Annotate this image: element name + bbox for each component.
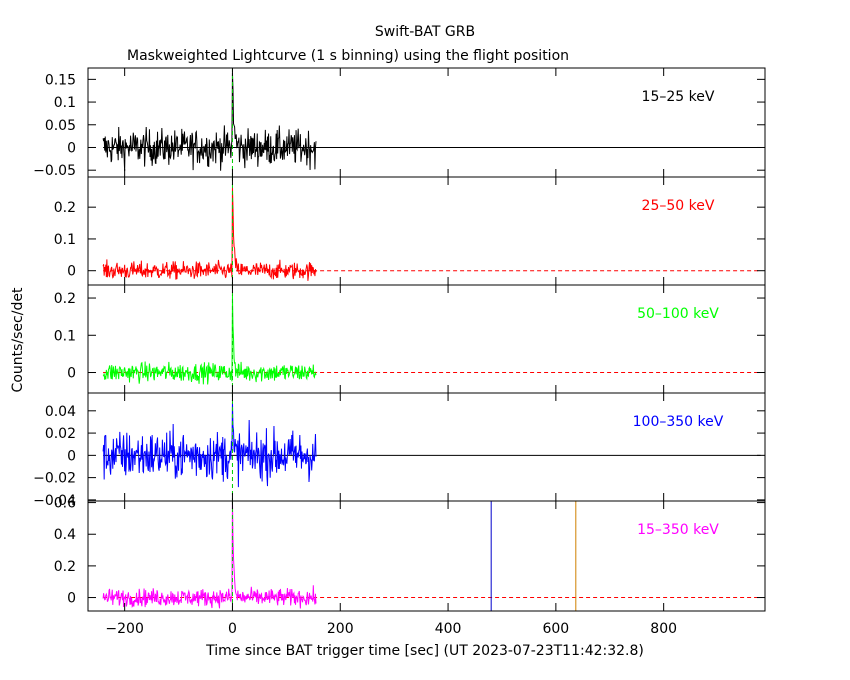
panel-2: 0 0.1 0.2 25–50 keV bbox=[54, 176, 766, 286]
x-tick-label: 400 bbox=[435, 621, 462, 637]
x-axis-label: Time since BAT trigger time [sec] (UT 20… bbox=[205, 643, 644, 659]
y-tick-label: 0 bbox=[67, 366, 76, 382]
y-tick-label: −0.04 bbox=[33, 493, 76, 509]
y-tick-label: 0.2 bbox=[54, 200, 76, 216]
series-line bbox=[102, 187, 317, 281]
y-tick-label: −0.02 bbox=[33, 471, 76, 487]
x-axis: −200 0 200 400 600 800 bbox=[105, 621, 677, 637]
panel-data bbox=[102, 285, 761, 393]
panel-data bbox=[102, 68, 761, 177]
panel-label: 100–350 keV bbox=[633, 414, 724, 430]
series-line bbox=[102, 72, 317, 172]
chart-title: Swift-BAT GRB bbox=[375, 24, 475, 40]
x-tick-label: 0 bbox=[228, 621, 237, 637]
panels-group: −0.05 0 0.05 0.1 0.15 15–25 keV 0 0.1 0.2 25–50 k… bbox=[33, 67, 766, 612]
series-line bbox=[102, 501, 317, 609]
panel-data bbox=[102, 393, 761, 501]
panel-frame bbox=[87, 67, 766, 178]
x-tick-label: 200 bbox=[327, 621, 354, 637]
panel-data bbox=[102, 177, 761, 285]
y-tick-label: 0.05 bbox=[45, 118, 76, 134]
y-tick-label: 0.6 bbox=[54, 496, 76, 512]
series-line bbox=[102, 294, 317, 385]
panel-label: 25–50 keV bbox=[642, 198, 715, 214]
series-line bbox=[102, 402, 317, 488]
y-tick-label: 0.15 bbox=[45, 72, 76, 88]
panel-5: 0 0.2 0.4 0.6 15–350 keV bbox=[54, 496, 766, 612]
panel-3: 0 0.1 0.2 50–100 keV bbox=[54, 284, 766, 394]
x-tick-label: −200 bbox=[105, 621, 143, 637]
panel-label: 50–100 keV bbox=[637, 306, 719, 322]
panel-label: 15–350 keV bbox=[637, 522, 719, 538]
y-tick-label: 0 bbox=[67, 591, 76, 607]
y-tick-label: 0.2 bbox=[54, 559, 76, 575]
panel-frame bbox=[87, 392, 766, 502]
panel-label: 15–25 keV bbox=[642, 89, 715, 105]
y-tick-label: 0 bbox=[67, 448, 76, 464]
panel-4: −0.04 −0.02 0 0.02 0.04 100–350 keV bbox=[33, 392, 766, 509]
panel-data bbox=[102, 501, 761, 611]
y-axis-label: Counts/sec/det bbox=[10, 287, 26, 392]
panel-frame bbox=[87, 284, 766, 394]
y-tick-label: 0 bbox=[67, 140, 76, 156]
chart-subtitle: Maskweighted Lightcurve (1 s binning) us… bbox=[127, 48, 569, 64]
x-tick-label: 800 bbox=[650, 621, 677, 637]
panel-1: −0.05 0 0.05 0.1 0.15 15–25 keV bbox=[33, 67, 766, 179]
panel-frame bbox=[87, 500, 766, 612]
y-tick-label: −0.05 bbox=[33, 163, 76, 179]
y-tick-label: 0.2 bbox=[54, 291, 76, 307]
y-tick-label: 0.1 bbox=[54, 232, 76, 248]
y-tick-label: 0.1 bbox=[54, 328, 76, 344]
x-tick-label: 600 bbox=[542, 621, 569, 637]
y-tick-label: 0.04 bbox=[45, 404, 76, 420]
y-tick-label: 0.4 bbox=[54, 527, 76, 543]
y-tick-label: 0.02 bbox=[45, 426, 76, 442]
y-tick-label: 0.1 bbox=[54, 95, 76, 111]
y-tick-label: 0 bbox=[67, 264, 76, 280]
